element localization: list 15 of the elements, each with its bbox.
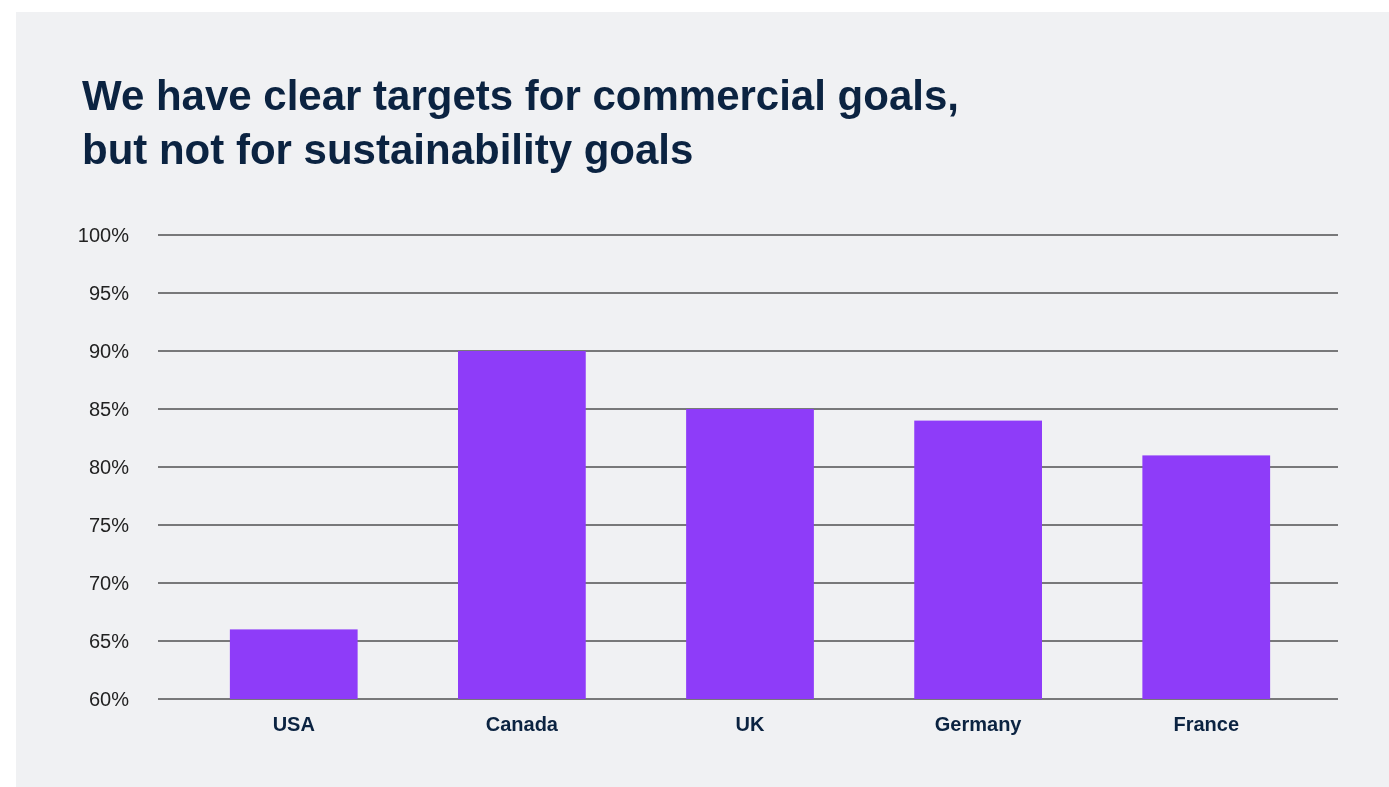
y-tick-label: 85% [88, 398, 130, 420]
x-tick-label: USA [272, 713, 315, 735]
y-tick-label: 75% [88, 514, 130, 536]
y-tick-label: 95% [88, 282, 130, 304]
x-tick-label: UK [735, 713, 765, 735]
y-tick-label: 100% [77, 224, 130, 246]
x-tick-label: Canada [485, 713, 559, 735]
y-tick-label: 90% [88, 340, 130, 362]
x-tick-label: France [1173, 713, 1240, 735]
y-tick-label: 70% [88, 572, 130, 594]
y-tick-label: 80% [88, 456, 130, 478]
x-tick-label: Germany [934, 713, 1023, 735]
y-tick-label: 65% [88, 630, 130, 652]
chart-title: We have clear targets for commercial goals, but not for sustainability goals [82, 72, 959, 173]
y-tick-label: 60% [88, 688, 130, 710]
